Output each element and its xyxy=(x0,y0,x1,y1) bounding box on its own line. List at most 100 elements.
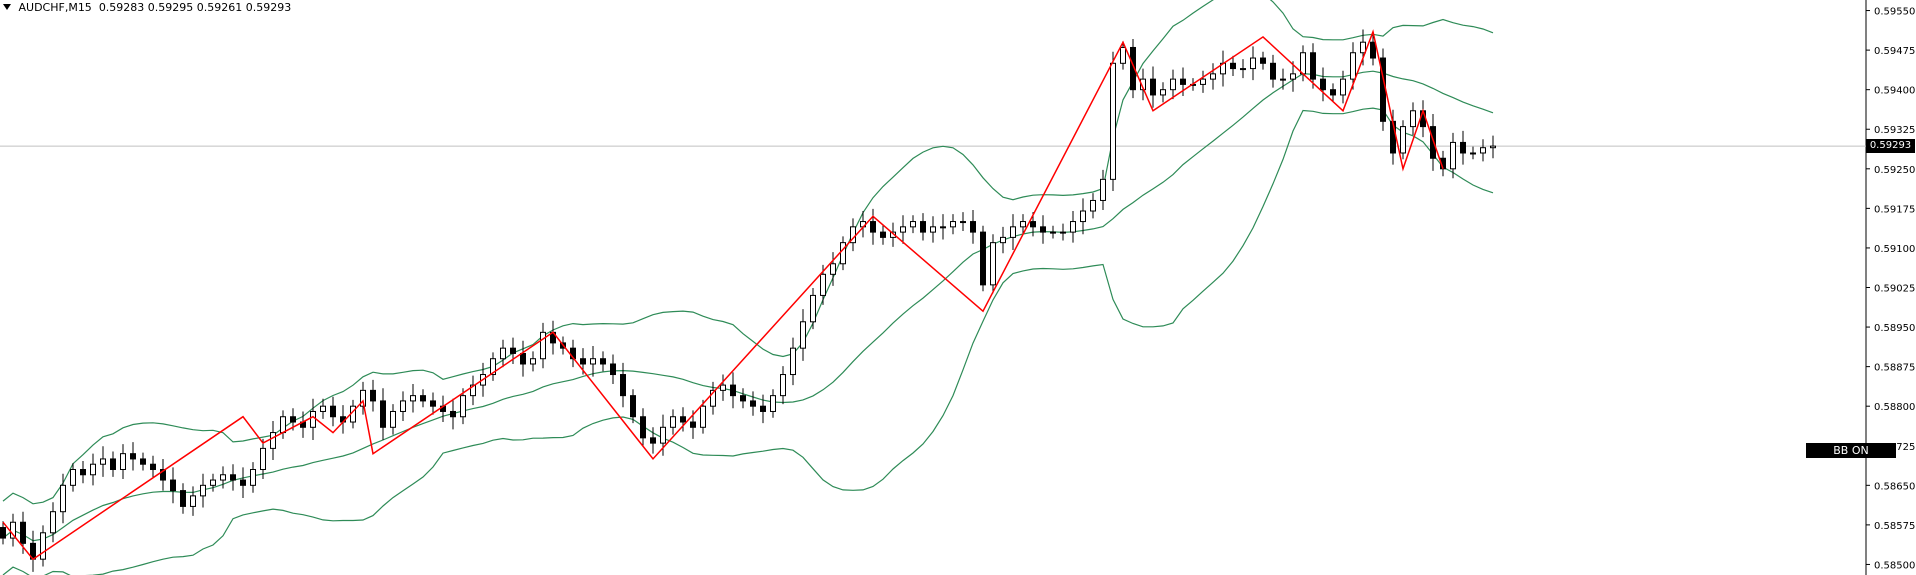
candle-body-bear xyxy=(330,405,336,418)
candle-body-bear xyxy=(730,384,736,397)
candle-body-bull xyxy=(210,479,216,486)
candle-body-bull xyxy=(910,221,916,228)
y-tick-label: 0.59100 xyxy=(1874,244,1915,255)
candle-body-bull xyxy=(840,242,846,265)
y-tick-label: 0.58575 xyxy=(1874,521,1915,532)
candle-body-bear xyxy=(740,395,746,402)
candle-body-bear xyxy=(760,405,766,412)
candle-body-bull xyxy=(1080,210,1086,223)
candle-body-bear xyxy=(580,358,586,365)
bollinger-upper-band xyxy=(2,0,1494,505)
candle-body-bull xyxy=(390,410,396,428)
candle-body-bull xyxy=(90,463,96,476)
y-tick-label: 0.58800 xyxy=(1874,402,1915,413)
collapse-triangle-icon[interactable] xyxy=(3,4,11,10)
candle-body-bull xyxy=(1410,110,1416,128)
candle-body-bull xyxy=(700,405,706,428)
y-tick-label: 0.59550 xyxy=(1874,7,1915,18)
price-axis: 0.59550 0.59475 0.59400 0.59325 0.59250 0.591… xyxy=(1866,7,1915,571)
y-tick-label: 0.58500 xyxy=(1874,560,1915,571)
candle-body-bear xyxy=(380,400,386,428)
candle-body-bear xyxy=(370,389,376,402)
candle-body-bull xyxy=(810,294,816,323)
candle-body-bull xyxy=(960,221,966,224)
candle-body-bull xyxy=(1020,221,1026,228)
candle-body-bull xyxy=(1290,73,1296,80)
candle-body-bear xyxy=(1320,78,1326,91)
candle-body-bull xyxy=(50,511,56,534)
candle-body-bull xyxy=(500,347,506,360)
candle-body-bear xyxy=(1460,141,1466,154)
candle-body-bull xyxy=(410,395,416,402)
bb-on-badge[interactable]: BB ON xyxy=(1806,443,1896,458)
candle-body-bear xyxy=(0,527,6,539)
candle-body-bull xyxy=(120,453,126,470)
y-tick-label: 0.59325 xyxy=(1874,125,1915,136)
candle-body-bull xyxy=(280,416,286,434)
candle-body-bear xyxy=(1260,57,1266,64)
candle-body-bull xyxy=(590,358,596,365)
candle-body-bear xyxy=(630,395,636,418)
candle-body-bull xyxy=(1340,78,1346,96)
candle-body-bull xyxy=(1060,231,1066,234)
candle-body-bull xyxy=(940,226,946,229)
candle-body-bear xyxy=(510,347,516,354)
candle-body-bear xyxy=(180,490,186,507)
candle-body-bull xyxy=(1000,236,1006,244)
candle-body-bear xyxy=(420,395,426,402)
candle-body-bear xyxy=(650,437,656,444)
candle-body-bull xyxy=(1450,141,1456,170)
candle-body-bull xyxy=(40,532,46,560)
candle-body-bear xyxy=(1180,78,1186,85)
chart-header: AUDCHF,M15 0.59283 0.59295 0.59261 0.592… xyxy=(3,0,291,16)
candle-body-bull xyxy=(1480,147,1486,154)
candle-body-bull xyxy=(490,358,496,376)
candle-body-bull xyxy=(1100,178,1106,201)
candle-body-bull xyxy=(190,495,196,507)
candle-body-bull xyxy=(460,395,466,418)
candle-body-bull xyxy=(1360,41,1366,54)
candle-body-bear xyxy=(750,400,756,407)
candle-body-bull xyxy=(990,242,996,286)
candle-body-bull xyxy=(1050,231,1056,234)
y-tick-label: 0.59250 xyxy=(1874,165,1915,176)
candle-body-bull xyxy=(1170,78,1176,91)
candle-body-bear xyxy=(1230,62,1236,70)
candle-body-bull xyxy=(900,226,906,233)
candle-body-bear xyxy=(290,416,296,423)
candle-body-bear xyxy=(170,479,176,492)
candle-body-bull xyxy=(1110,62,1116,180)
candle-body-bull xyxy=(820,273,826,296)
candle-body-bear xyxy=(450,410,456,418)
candle-body-bear xyxy=(20,521,26,544)
y-tick-label: 0.59175 xyxy=(1874,204,1915,215)
candle-body-bull xyxy=(1250,57,1256,70)
ohlc-values: 0.59283 0.59295 0.59261 0.59293 xyxy=(98,1,292,14)
y-tick-label: 0.58875 xyxy=(1874,363,1915,374)
candle-body-bull xyxy=(10,521,16,539)
candle-body-bear xyxy=(150,463,156,470)
candle-body-bull xyxy=(780,374,786,397)
y-tick-label: 0.59025 xyxy=(1874,284,1915,295)
bollinger-bands xyxy=(2,0,1494,575)
candle-body-bull xyxy=(200,484,206,497)
y-tick-label: 0.59400 xyxy=(1874,86,1915,97)
candle-body-bear xyxy=(1430,126,1436,159)
candle-body-bear xyxy=(1030,221,1036,228)
y-tick-label: 0.58950 xyxy=(1874,323,1915,334)
candle-body-bull xyxy=(1210,73,1216,80)
candle-body-bull xyxy=(790,347,796,376)
candle-body-bear xyxy=(1420,110,1426,128)
candle-body-bear xyxy=(520,352,526,365)
candle-body-bear xyxy=(640,416,646,439)
candle-body-bear xyxy=(880,231,886,238)
candle-body-bear xyxy=(690,421,696,428)
symbol-label: AUDCHF,M15 xyxy=(18,1,92,14)
candle-body-bull xyxy=(930,226,936,233)
candle-body-bear xyxy=(970,221,976,233)
candle-body-bear xyxy=(920,221,926,233)
y-tick-label: 0.59475 xyxy=(1874,46,1915,57)
candle-body-bear xyxy=(130,453,136,460)
candle-body-bull xyxy=(60,484,66,513)
